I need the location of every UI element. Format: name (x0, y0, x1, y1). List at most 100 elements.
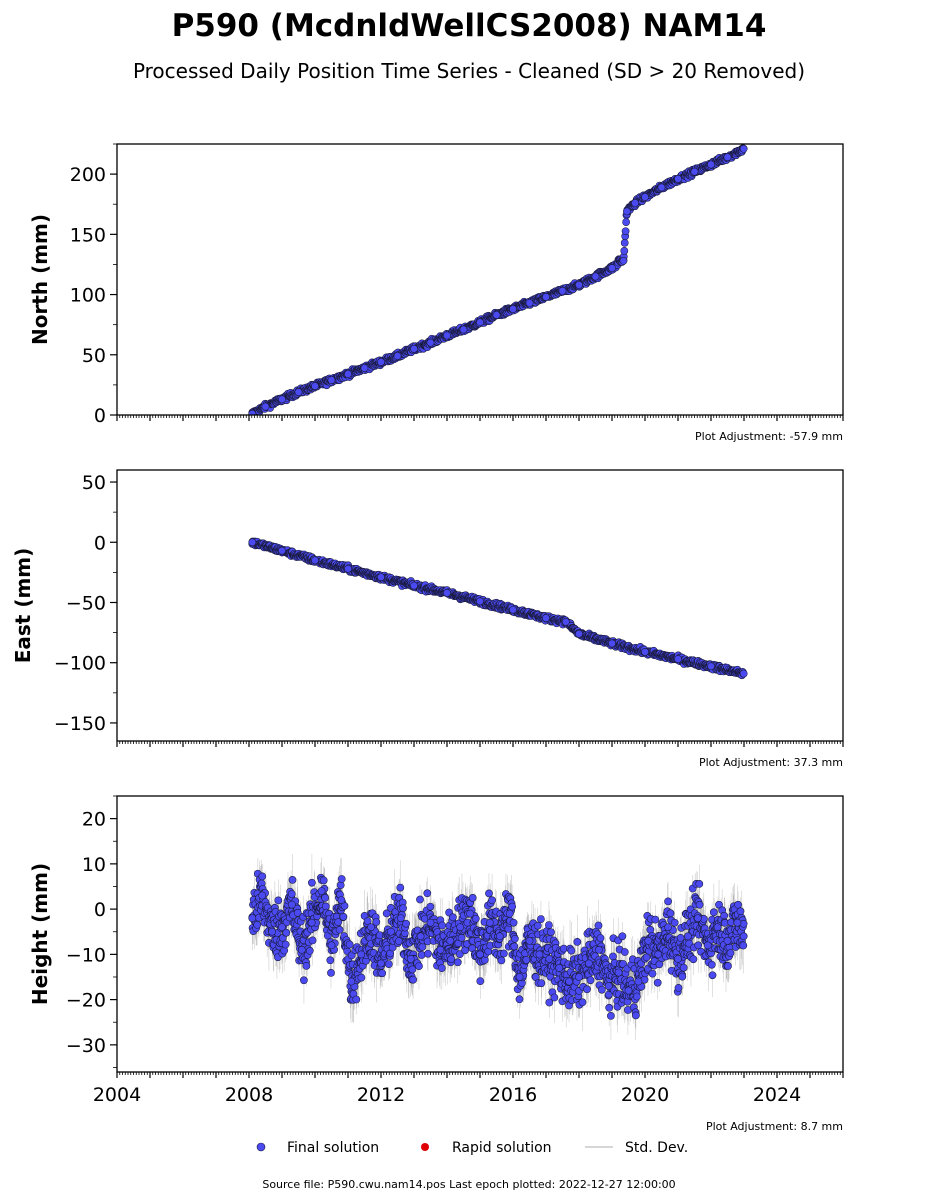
data-point-anchor (591, 272, 600, 281)
data-point-anchor (509, 605, 517, 614)
data-point (510, 942, 519, 951)
data-point (511, 934, 519, 943)
data-point-anchor (623, 207, 631, 216)
data-point-anchor (739, 669, 748, 678)
data-point-anchor (641, 193, 649, 201)
legend-rapid-marker (421, 1143, 429, 1151)
data-point-anchor (575, 281, 583, 289)
data-point-anchor (558, 287, 567, 295)
data-point-anchor (674, 655, 682, 663)
footer-source: Source file: P590.cwu.nam14.pos Last epo… (262, 1178, 675, 1191)
data-point-anchor (495, 932, 504, 941)
plot-area-height (248, 853, 748, 1040)
legend-rapid-label: Rapid solution (452, 1140, 552, 1156)
data-point-anchor (739, 932, 748, 941)
data-point-anchor (631, 199, 639, 207)
data-point (409, 975, 417, 984)
data-point (537, 915, 545, 923)
data-point (500, 949, 508, 958)
data-point (372, 918, 381, 926)
data-point-anchor (288, 900, 296, 909)
data-point (339, 912, 348, 921)
data-point-anchor (693, 914, 702, 923)
data-point (651, 915, 660, 924)
data-point (302, 962, 311, 970)
data-point (281, 940, 290, 949)
data-point (424, 949, 432, 958)
y-tick-label: −10 (66, 944, 106, 966)
data-point (633, 992, 641, 1001)
y-axis-label: North (mm) (28, 214, 52, 345)
data-point-anchor (357, 950, 366, 959)
data-point-anchor (406, 955, 415, 963)
plot-area-north (248, 144, 748, 415)
data-point (274, 896, 283, 905)
data-point-anchor (545, 955, 554, 963)
data-point-anchor (311, 556, 319, 565)
legend-final-marker (256, 1142, 266, 1152)
x-tick-label: 2008 (225, 1084, 273, 1106)
data-point (417, 951, 426, 959)
data-point (449, 913, 457, 922)
points-east (248, 537, 748, 680)
data-point-anchor (674, 955, 682, 963)
data-point (476, 977, 485, 985)
data-point (258, 872, 267, 881)
y-tick-label: 10 (82, 854, 106, 876)
data-point (670, 918, 679, 927)
data-point (620, 247, 629, 255)
y-tick-label: 0 (94, 405, 106, 427)
data-point-anchor (690, 167, 699, 176)
data-point-anchor (674, 175, 682, 183)
y-axis-label: East (mm) (11, 548, 35, 664)
data-point-anchor (515, 973, 524, 981)
x-tick-label: 2024 (753, 1084, 801, 1106)
x-tick-label: 2020 (621, 1084, 669, 1106)
data-point-anchor (347, 977, 356, 986)
data-point-anchor (443, 331, 451, 340)
data-point (674, 984, 683, 992)
legend-final-label: Final solution (287, 1140, 379, 1156)
data-point (319, 876, 328, 885)
data-point (416, 895, 424, 904)
data-point (399, 904, 407, 913)
data-point (515, 995, 524, 1004)
data-point-anchor (525, 299, 534, 307)
data-point-anchor (297, 945, 306, 954)
data-point-anchor (261, 402, 270, 411)
data-point-anchor (317, 887, 326, 895)
data-point-anchor (377, 358, 385, 366)
data-point (305, 946, 314, 955)
data-point-anchor (657, 183, 666, 192)
data-point (522, 956, 531, 964)
chart-title: P590 (McdnldWellCS2008) NAM14 (172, 8, 767, 44)
subplot-east: 50 0 −50 −100 −150 East (mm) Plot Adjustment: … (11, 469, 844, 769)
chart-subtitle: Processed Daily Position Time Series - C… (133, 59, 805, 83)
data-point (509, 918, 518, 927)
y-tick-label: −20 (66, 990, 106, 1012)
y-tick-label: 20 (82, 809, 106, 831)
data-point-anchor (505, 909, 514, 918)
y-tick-label: 0 (94, 532, 106, 554)
data-point (726, 949, 735, 957)
data-point (288, 876, 297, 884)
data-point-anchor (476, 597, 484, 606)
y-tick-label: 200 (70, 164, 106, 186)
data-point-anchor (624, 986, 633, 995)
data-point (382, 909, 391, 918)
data-point-anchor (248, 914, 257, 923)
data-point-anchor (367, 923, 375, 932)
data-point (694, 941, 703, 950)
data-point-anchor (258, 891, 267, 900)
data-point (326, 956, 335, 965)
data-point-anchor (707, 662, 715, 671)
data-point-anchor (555, 964, 564, 972)
data-point-anchor (713, 923, 722, 932)
points-north (248, 144, 748, 415)
data-point (736, 907, 745, 916)
data-point (724, 962, 732, 970)
data-point (471, 914, 480, 923)
data-point-anchor (684, 932, 692, 941)
data-point (321, 894, 329, 902)
data-point (337, 875, 346, 883)
